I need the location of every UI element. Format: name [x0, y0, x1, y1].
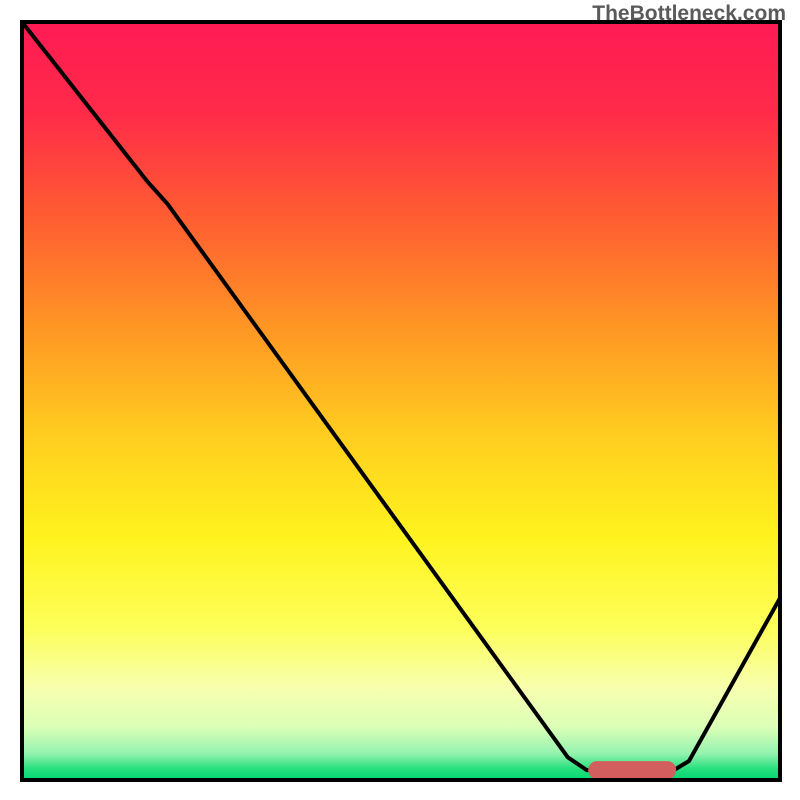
bottleneck-chart	[0, 0, 800, 800]
optimal-range-marker	[588, 761, 676, 779]
watermark-text: TheBottleneck.com	[592, 2, 786, 26]
chart-container: TheBottleneck.com	[0, 0, 800, 800]
plot-gradient	[22, 22, 780, 780]
